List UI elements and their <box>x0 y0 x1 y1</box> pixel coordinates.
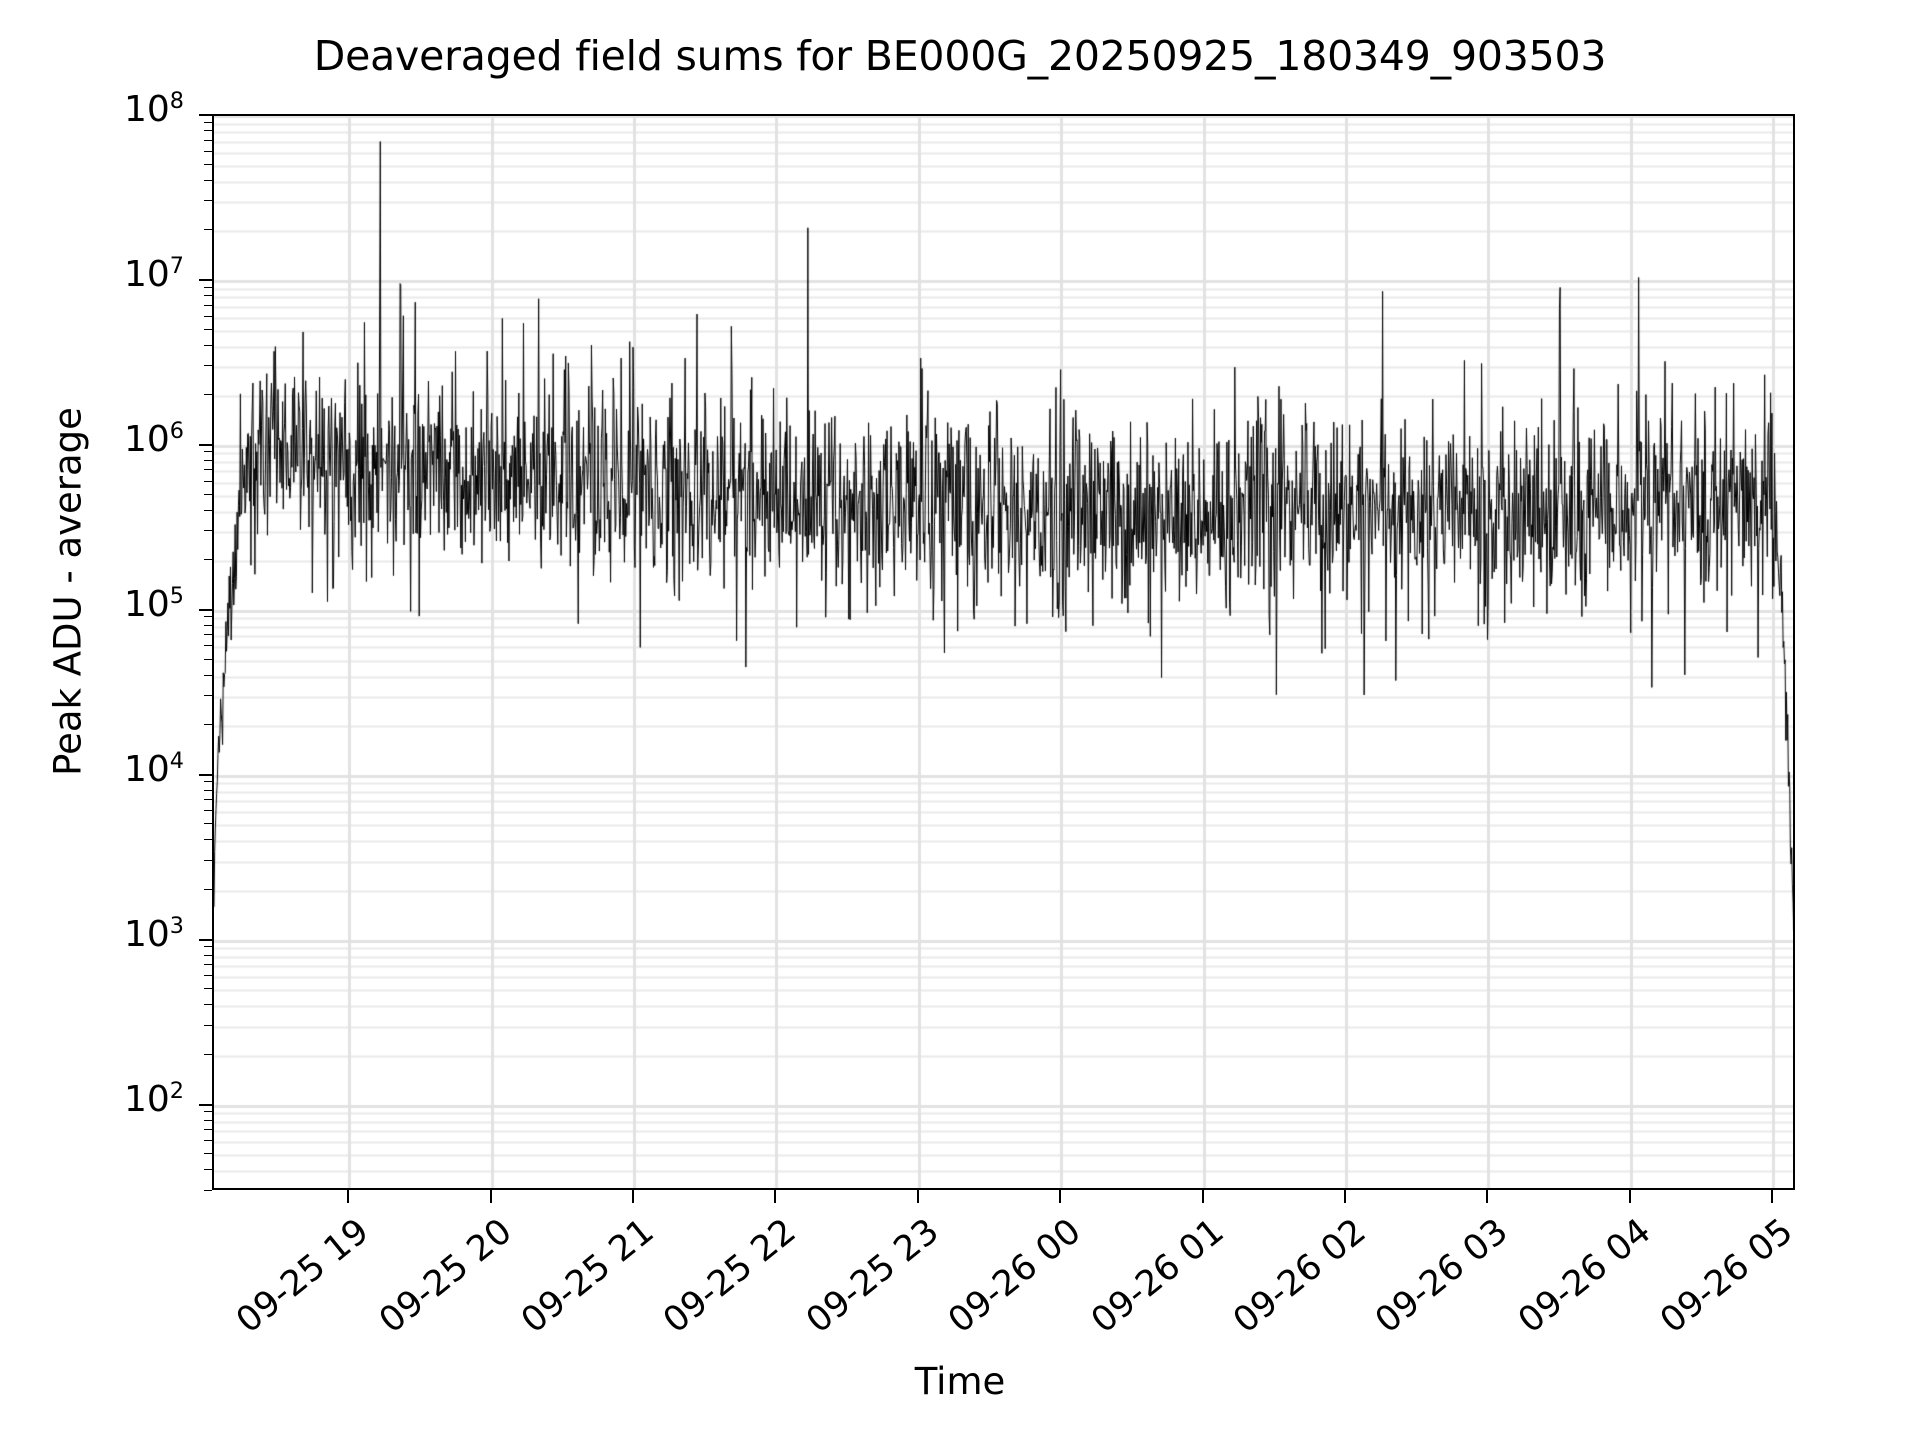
y-tick-label: 102 <box>123 1077 184 1120</box>
y-tick-mark-minor <box>204 1140 212 1142</box>
y-tick-mark-minor <box>204 1169 212 1171</box>
y-tick-mark-minor <box>204 658 212 660</box>
y-tick-mark-major <box>199 278 212 281</box>
y-tick-mark-minor <box>204 634 212 636</box>
y-tick-mark-major <box>199 773 212 776</box>
y-tick-mark-minor <box>204 1190 212 1191</box>
y-tick-mark-major <box>199 114 212 116</box>
y-tick-mark-minor <box>204 315 212 317</box>
y-tick-mark-major <box>199 443 212 446</box>
y-tick-mark-minor <box>204 1111 212 1113</box>
y-tick-mark-minor <box>204 480 212 482</box>
y-tick-mark-minor <box>204 150 212 152</box>
y-tick-mark-minor <box>204 1129 212 1131</box>
y-tick-mark-minor <box>204 493 212 495</box>
y-tick-mark-minor <box>204 344 212 346</box>
y-tick-label: 105 <box>123 582 184 625</box>
y-tick-mark-minor <box>204 294 212 296</box>
y-tick-mark-minor <box>204 163 212 165</box>
series-peak-adu-minus-average <box>214 116 1793 1188</box>
y-tick-label: 104 <box>123 747 184 790</box>
x-tick-mark <box>1771 1190 1774 1203</box>
y-tick-mark-minor <box>204 139 212 141</box>
y-tick-mark-minor <box>204 624 212 626</box>
x-tick-mark <box>1628 1190 1631 1203</box>
y-tick-mark-minor <box>204 954 212 956</box>
x-tick-label: 09-26 04 <box>1510 1211 1659 1342</box>
x-tick-mark <box>1344 1190 1347 1203</box>
x-tick-mark <box>1059 1190 1062 1203</box>
y-tick-mark-minor <box>204 860 212 862</box>
y-tick-mark-minor <box>204 1119 212 1121</box>
y-tick-mark-minor <box>204 229 212 231</box>
y-tick-mark-minor <box>204 451 212 453</box>
y-tick-mark-minor <box>204 789 212 791</box>
y-tick-mark-minor <box>204 459 212 461</box>
x-tick-mark <box>1201 1190 1204 1203</box>
plot-area <box>212 114 1795 1190</box>
y-tick-mark-minor <box>204 200 212 202</box>
y-tick-mark-minor <box>204 1025 212 1027</box>
x-tick-mark <box>916 1190 919 1203</box>
y-tick-mark-major <box>199 938 212 941</box>
x-tick-label: 09-26 00 <box>941 1211 1089 1342</box>
y-tick-mark-minor <box>204 365 212 367</box>
x-tick-mark <box>347 1190 350 1203</box>
x-tick-label: 09-26 02 <box>1226 1211 1374 1342</box>
x-tick-label: 09-25 19 <box>229 1211 377 1342</box>
y-tick-mark-minor <box>204 645 212 647</box>
y-tick-mark-minor <box>204 889 212 891</box>
x-tick-mark <box>632 1190 635 1203</box>
y-tick-mark-minor <box>204 1153 212 1155</box>
y-tick-mark-minor <box>204 674 212 676</box>
y-tick-mark-minor <box>204 695 212 697</box>
y-tick-mark-minor <box>204 530 212 532</box>
y-tick-label: 108 <box>123 88 184 130</box>
y-tick-mark-minor <box>204 781 212 783</box>
y-tick-mark-minor <box>204 823 212 825</box>
y-axis-title: Peak ADU - average <box>46 407 90 776</box>
x-tick-mark <box>489 1190 492 1203</box>
y-tick-mark-minor <box>204 121 212 123</box>
y-tick-mark-minor <box>204 616 212 618</box>
x-tick-label: 09-25 20 <box>371 1211 520 1342</box>
y-tick-mark-minor <box>204 286 212 288</box>
y-tick-mark-minor <box>204 179 212 181</box>
y-tick-mark-minor <box>204 975 212 977</box>
x-axis-title: Time <box>914 1360 1006 1403</box>
y-tick-mark-major <box>199 608 212 611</box>
y-tick-label: 107 <box>123 252 184 295</box>
y-tick-mark-minor <box>204 799 212 801</box>
x-tick-label: 09-25 21 <box>514 1211 662 1342</box>
y-tick-label: 106 <box>123 417 184 460</box>
x-tick-label: 09-25 23 <box>798 1211 947 1342</box>
x-tick-mark <box>1486 1190 1489 1203</box>
y-tick-mark-minor <box>204 1004 212 1006</box>
x-tick-label: 09-26 01 <box>1083 1211 1232 1342</box>
y-tick-mark-minor <box>204 328 212 330</box>
y-tick-mark-minor <box>204 810 212 812</box>
y-tick-mark-minor <box>204 988 212 990</box>
y-tick-mark-minor <box>204 394 212 396</box>
y-tick-mark-minor <box>204 559 212 561</box>
y-tick-mark-minor <box>204 469 212 471</box>
y-tick-mark-minor <box>204 964 212 966</box>
y-tick-label: 103 <box>123 912 184 955</box>
y-tick-mark-minor <box>204 509 212 511</box>
y-tick-mark-minor <box>204 304 212 306</box>
x-tick-mark <box>774 1190 777 1203</box>
x-tick-label: 09-26 05 <box>1653 1211 1801 1342</box>
y-tick-mark-minor <box>204 724 212 726</box>
y-tick-mark-minor <box>204 946 212 948</box>
y-tick-mark-major <box>199 1103 212 1106</box>
x-tick-label: 09-25 22 <box>656 1211 805 1342</box>
chart-title: Deaveraged field sums for BE000G_2025092… <box>313 32 1607 80</box>
y-tick-mark-minor <box>204 1054 212 1056</box>
y-tick-mark-minor <box>204 839 212 841</box>
x-tick-label: 09-26 03 <box>1368 1211 1517 1342</box>
y-tick-mark-minor <box>204 129 212 131</box>
